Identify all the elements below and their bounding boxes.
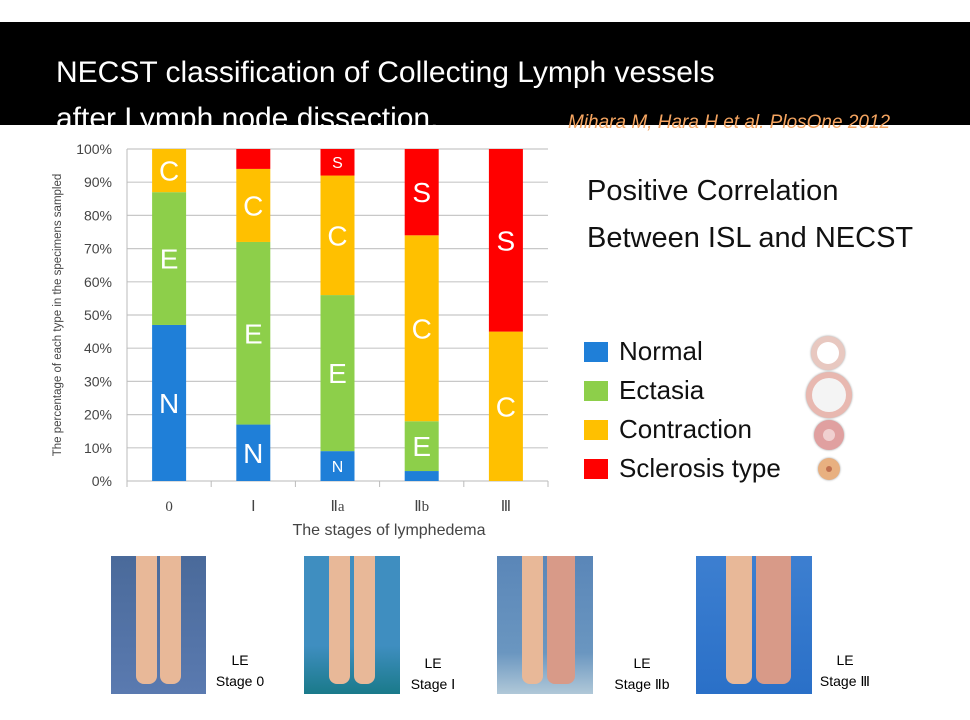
photo-caption: LE Stage Ⅰ: [403, 653, 463, 695]
normal-vessel-cross-section-icon: [811, 336, 845, 370]
caption-le: LE: [231, 652, 249, 668]
y-tick-label: 40%: [84, 340, 112, 356]
bar-segment-C: [404, 235, 439, 422]
bar-segment-E: [236, 241, 271, 425]
photo-caption: LE Stage 0: [210, 650, 270, 692]
bar-segment-C: [488, 331, 523, 481]
bar-segment-E: [404, 421, 439, 472]
legend-swatch: [584, 458, 608, 479]
bar-segment-label: N: [243, 438, 263, 469]
bar-segment-N: [404, 471, 439, 481]
legend-label: Sclerosis type: [619, 453, 781, 483]
slide-title-line2: after Lymph node dissection.: [56, 102, 439, 135]
ectasia-vessel-cross-section-icon: [806, 372, 852, 418]
bar-segment-label: S: [412, 177, 431, 208]
bar-segment-S: [488, 149, 523, 332]
bar-segment-label: C: [159, 156, 179, 187]
bar-segment-label: N: [332, 459, 344, 476]
bar-segment-E: [152, 192, 187, 325]
caption-stage: Stage Ⅲ: [819, 673, 871, 689]
bar-segment-label: C: [412, 313, 432, 344]
caption-stage: Stage 0: [215, 673, 265, 689]
bar-segment-S: [320, 149, 355, 176]
bar-segment-label: C: [327, 220, 347, 251]
leg-photo-1: [304, 556, 400, 694]
y-tick-label: 90%: [84, 174, 112, 190]
legend-item-ectasia: Ectasia: [584, 375, 704, 406]
contraction-vessel-cross-section-icon: [814, 420, 844, 450]
bar-segment-label: C: [243, 191, 263, 222]
caption-stage: Stage Ⅰ: [410, 676, 456, 692]
caption-stage: Stage Ⅱb: [614, 676, 670, 692]
bar-segment-label: S: [497, 225, 516, 256]
citation: Mihara M, Hara H et al. PlosOne 2012: [568, 112, 891, 133]
bar-segment-label: E: [412, 431, 431, 462]
heading-line1: Positive Correlation: [587, 175, 839, 207]
legend-label: Normal: [619, 336, 703, 366]
x-tick-label: Ⅲ: [501, 499, 511, 515]
leg-photo-3: [696, 556, 812, 694]
x-tick-label: Ⅰ: [251, 499, 255, 515]
legend-item-normal: Normal: [584, 336, 703, 367]
legend-swatch: [584, 380, 608, 401]
y-tick-label: 50%: [84, 307, 112, 323]
y-tick-label: 10%: [84, 440, 112, 456]
x-tick-label: Ⅱa: [330, 499, 344, 515]
legend-label: Contraction: [619, 414, 752, 444]
bar-segment-N: [320, 451, 355, 481]
bar-segment-S: [236, 149, 271, 169]
x-tick-label: 0: [165, 499, 173, 515]
photo-caption: LE Stage Ⅱb: [612, 653, 672, 695]
bar-segment-label: N: [159, 388, 179, 419]
heading-line2: Between ISL and NECST: [587, 222, 914, 254]
bar-segment-label: E: [160, 244, 179, 275]
legend-swatch: [584, 341, 608, 362]
y-tick-label: 20%: [84, 407, 112, 423]
legend-item-contraction: Contraction: [584, 414, 752, 445]
bar-segment-C: [236, 168, 271, 242]
bar-segment-N: [236, 424, 271, 481]
x-tick-label: Ⅱb: [414, 499, 429, 515]
bar-segment-label: S: [332, 155, 343, 172]
bar-segment-C: [152, 149, 187, 193]
slide-title-line1: NECST classification of Collecting Lymph…: [56, 56, 715, 89]
y-tick-label: 60%: [84, 274, 112, 290]
leg-photo-2: [497, 556, 593, 694]
y-tick-label: 100%: [76, 141, 112, 157]
legend-swatch: [584, 419, 608, 440]
caption-le: LE: [424, 655, 442, 671]
bar-segment-label: C: [496, 391, 516, 422]
bar-segment-N: [152, 324, 187, 481]
y-tick-label: 0%: [92, 473, 112, 489]
x-axis-title: The stages of lymphedema: [293, 522, 486, 539]
y-tick-label: 70%: [84, 241, 112, 257]
caption-le: LE: [836, 652, 854, 668]
bar-segment-S: [404, 149, 439, 236]
bar-segment-C: [320, 175, 355, 296]
y-tick-label: 80%: [84, 207, 112, 223]
title-banner: NECST classification of Collecting Lymph…: [0, 22, 970, 135]
bar-segment-label: E: [244, 318, 263, 349]
bar-segment-label: E: [328, 358, 347, 389]
y-tick-label: 30%: [84, 373, 112, 389]
sclerosis-vessel-cross-section-icon: [818, 458, 840, 480]
photo-caption: LE Stage Ⅲ: [815, 650, 875, 692]
bar-segment-E: [320, 295, 355, 452]
legend-label: Ectasia: [619, 375, 705, 405]
legend-item-sclerosis-type: Sclerosis type: [584, 453, 781, 484]
y-axis-title: The percentage of each type in the speci…: [52, 174, 64, 457]
leg-photo-0: [111, 556, 206, 694]
caption-le: LE: [633, 655, 651, 671]
